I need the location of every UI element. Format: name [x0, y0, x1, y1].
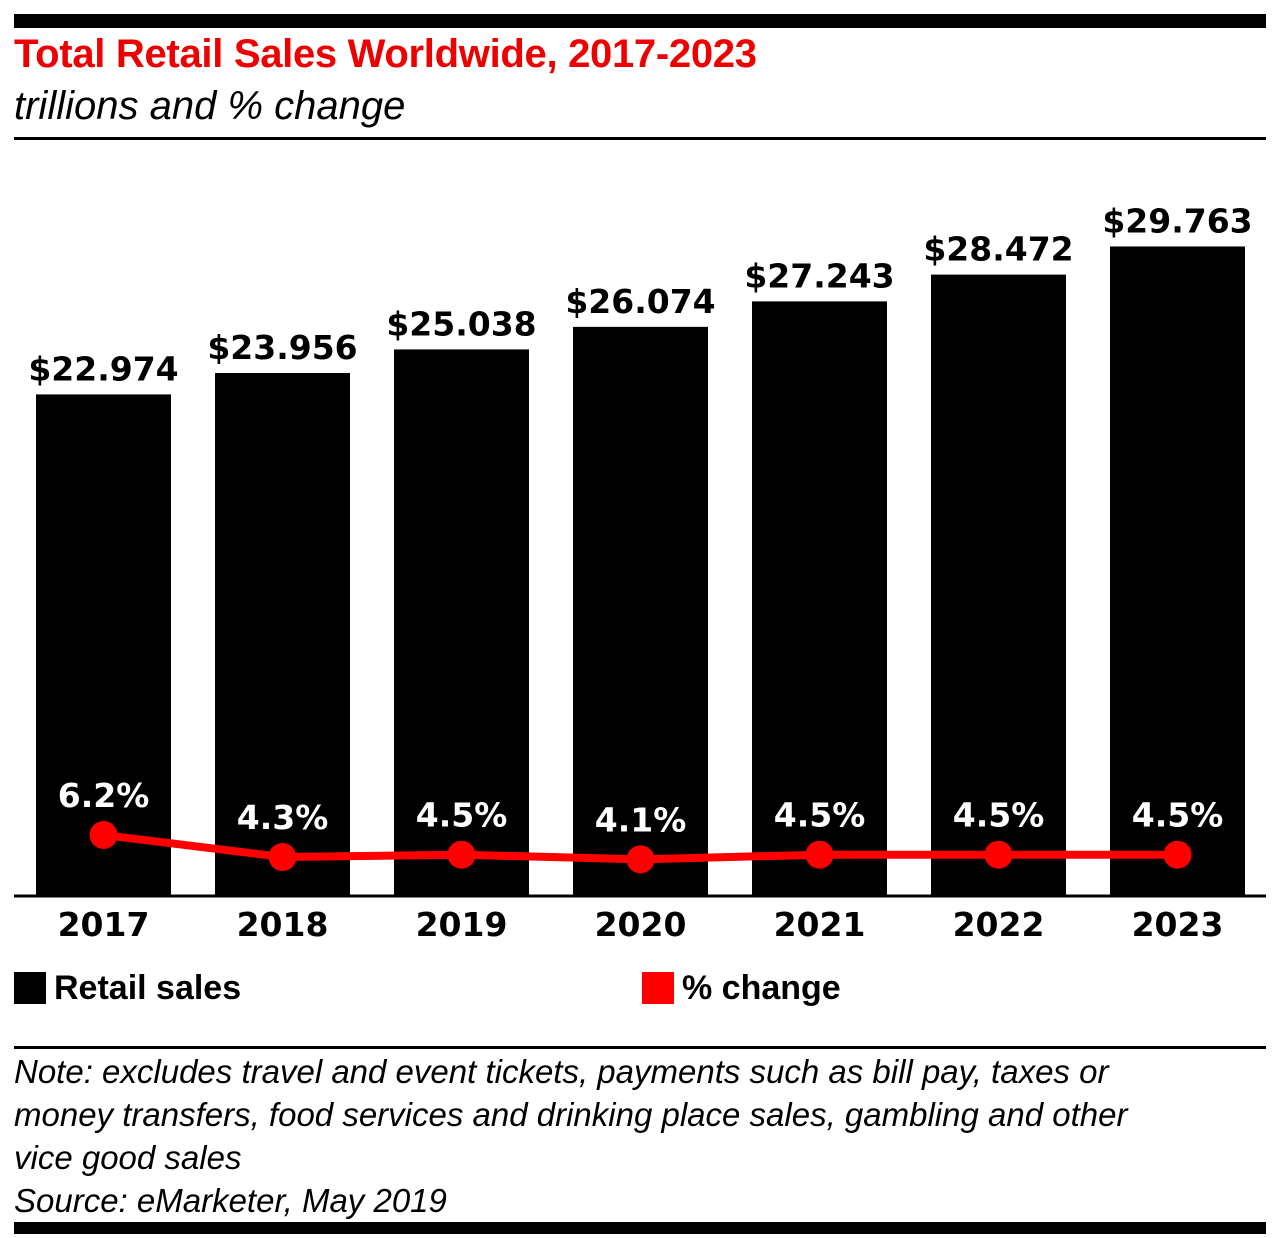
legend-swatch-pct-change: [642, 972, 674, 1004]
bottom-rule: [14, 1222, 1266, 1234]
bar-value-label-2017: $22.974: [28, 349, 178, 388]
legend-swatch-retail-sales: [14, 972, 46, 1004]
legend-pct-change: % change: [642, 966, 841, 1010]
pct-change-point-2020: [626, 845, 655, 874]
bar-value-label-2022: $28.472: [923, 230, 1073, 269]
legend-retail-sales: Retail sales: [14, 966, 241, 1010]
x-tick-label-2020: 2020: [595, 905, 687, 944]
chart-subtitle: trillions and % change: [14, 84, 406, 128]
x-tick-label-2023: 2023: [1132, 905, 1224, 944]
note-line: Note: excludes travel and event tickets,…: [14, 1053, 1109, 1090]
bar-2021: [752, 301, 887, 895]
pct-change-label-2021: 4.5%: [774, 796, 866, 835]
top-rule: [14, 14, 1266, 28]
bar-value-label-2018: $23.956: [207, 328, 357, 367]
pct-change-label-2017: 6.2%: [58, 776, 150, 815]
x-tick-label-2019: 2019: [416, 905, 508, 944]
pct-change-label-2018: 4.3%: [237, 798, 329, 837]
note-line: money transfers, food services and drink…: [14, 1096, 1128, 1133]
chart-title: Total Retail Sales Worldwide, 2017-2023: [14, 32, 757, 76]
bar-2023: [1110, 246, 1245, 895]
source-line: Source: eMarketer, May 2019: [14, 1182, 447, 1219]
pct-change-label-2022: 4.5%: [953, 796, 1045, 835]
pct-change-point-2019: [447, 840, 476, 869]
header-rule: [14, 137, 1266, 140]
legend-label-retail-sales: Retail sales: [54, 968, 242, 1007]
notes-rule: [14, 1046, 1266, 1049]
bar-2022: [931, 274, 1066, 896]
pct-change-labels: 6.2% 4.3% 4.5% 4.1% 4.5% 4.5% 4.5%: [58, 776, 1224, 839]
retail-sales-chart: $22.974 $23.956 $25.038 $26.074 $27.243 $28.4…: [14, 201, 1266, 944]
x-tick-labels: 2017 2018 2019 2020 2021 2022 2023: [58, 905, 1224, 944]
pct-change-label-2023: 4.5%: [1132, 796, 1224, 835]
pct-change-point-2022: [984, 840, 1013, 869]
x-tick-label-2017: 2017: [58, 905, 150, 944]
x-tick-label-2018: 2018: [237, 905, 329, 944]
bar-2019: [394, 349, 529, 895]
legend-label-pct-change: % change: [682, 968, 841, 1007]
pct-change-label-2019: 4.5%: [416, 796, 508, 835]
pct-change-point-2017: [89, 821, 118, 849]
bar-value-label-2019: $25.038: [386, 304, 536, 343]
bar-value-label-2023: $29.763: [1102, 201, 1252, 240]
x-tick-label-2022: 2022: [953, 905, 1045, 944]
x-tick-label-2021: 2021: [774, 905, 866, 944]
bar-value-label-2021: $27.243: [744, 256, 894, 295]
pct-change-point-2023: [1163, 840, 1192, 869]
bar-2020: [573, 326, 708, 896]
bar-2018: [215, 373, 350, 895]
pct-change-point-2018: [268, 843, 297, 872]
pct-change-line-layer: [89, 821, 1192, 874]
notes-block: Note: excludes travel and event tickets,…: [14, 1050, 1264, 1222]
pct-change-label-2020: 4.1%: [595, 800, 687, 839]
bar-value-labels: $22.974 $23.956 $25.038 $26.074 $27.243 $28.4…: [28, 201, 1252, 388]
bars-layer: [36, 246, 1245, 896]
bar-2017: [36, 394, 171, 895]
pct-change-point-2021: [805, 840, 834, 869]
note-line: vice good sales: [14, 1139, 242, 1176]
bar-value-label-2020: $26.074: [565, 282, 715, 321]
